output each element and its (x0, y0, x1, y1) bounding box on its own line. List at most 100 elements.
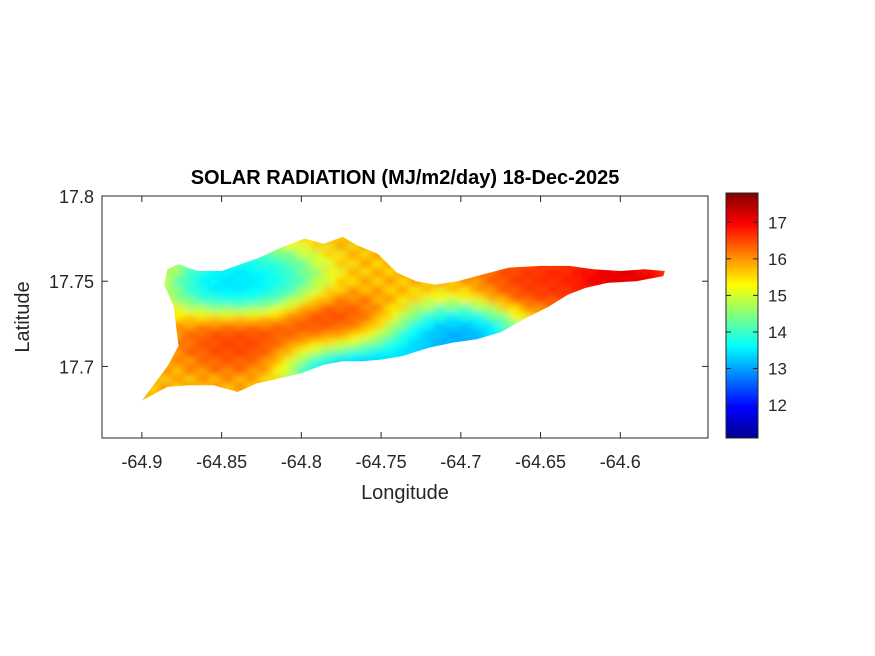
heatmap-cell (612, 262, 619, 269)
heatmap-cell (582, 244, 589, 251)
heatmap-cell (540, 202, 547, 209)
heatmap-cell (474, 382, 481, 389)
heatmap-cell (150, 424, 157, 431)
heatmap-cell (264, 400, 271, 401)
heatmap-cell (618, 196, 625, 203)
heatmap-cell (234, 340, 241, 347)
heatmap-cell (408, 364, 415, 371)
heatmap-cell (522, 322, 529, 329)
heatmap-cell (624, 244, 631, 251)
heatmap-cell (666, 232, 673, 239)
heatmap-cell (498, 292, 505, 299)
heatmap-cell (672, 244, 679, 251)
heatmap-cell (120, 292, 127, 299)
heatmap-cell (582, 256, 589, 263)
heatmap-cell (372, 292, 379, 299)
heatmap-cell (318, 214, 325, 221)
heatmap-cell (468, 352, 475, 359)
heatmap-cell (120, 250, 127, 257)
heatmap-cell (534, 280, 541, 287)
heatmap-cell (648, 226, 655, 233)
heatmap-cell (600, 430, 607, 437)
heatmap-cell (654, 256, 661, 263)
heatmap-cell (636, 220, 643, 227)
heatmap-cell (324, 304, 331, 311)
heatmap-cell (654, 358, 661, 365)
heatmap-cell (528, 328, 535, 335)
heatmap-cell (606, 262, 613, 269)
heatmap-cell (264, 244, 271, 251)
heatmap-cell (582, 430, 589, 437)
heatmap-cell (402, 226, 409, 233)
heatmap-cell (234, 298, 241, 305)
heatmap-cell (672, 406, 679, 413)
heatmap-cell (384, 256, 391, 263)
heatmap-cell (276, 196, 283, 203)
heatmap-cell (312, 236, 319, 239)
heatmap-cell (600, 436, 607, 443)
heatmap-cell (156, 340, 163, 347)
heatmap-cell (312, 250, 319, 257)
heatmap-cell (426, 370, 433, 377)
heatmap-cell (336, 238, 343, 245)
heatmap-cell (294, 436, 301, 443)
heatmap-cell (342, 238, 349, 245)
heatmap-cell (510, 274, 517, 281)
heatmap-cell (324, 238, 331, 245)
heatmap-cell (294, 244, 301, 251)
heatmap-cell (210, 340, 217, 347)
heatmap-cell (222, 316, 229, 323)
heatmap-cell (348, 298, 355, 305)
heatmap-cell (360, 412, 367, 419)
heatmap-cell (210, 376, 217, 383)
heatmap-cell (234, 382, 241, 389)
colorbar (725, 192, 759, 439)
heatmap-cell (276, 364, 283, 371)
heatmap-cell (636, 388, 643, 395)
heatmap-cell (306, 202, 313, 209)
heatmap-cell (588, 388, 595, 395)
heatmap-cell (600, 268, 607, 275)
heatmap-cell (354, 322, 361, 329)
heatmap-cell (342, 262, 349, 269)
heatmap-cell (222, 346, 229, 353)
heatmap-cell (288, 256, 295, 263)
heatmap-cell (108, 376, 115, 383)
heatmap-cell (672, 352, 679, 359)
heatmap-cell (606, 394, 613, 401)
heatmap-cell (372, 208, 379, 215)
heatmap-cell (600, 346, 607, 353)
heatmap-cell (582, 310, 589, 317)
heatmap-cell (690, 208, 697, 215)
heatmap-cell (444, 236, 451, 239)
heatmap-cell (282, 238, 289, 245)
heatmap-cell (618, 274, 625, 281)
heatmap-cell (252, 352, 259, 359)
heatmap-cell (390, 334, 397, 341)
heatmap-cell (636, 256, 643, 263)
heatmap-cell (600, 238, 607, 245)
heatmap-cell (336, 214, 343, 221)
heatmap-cell (288, 286, 295, 293)
heatmap-cell (384, 292, 391, 299)
heatmap-cell (540, 400, 547, 401)
heatmap-cell (672, 310, 679, 317)
heatmap-cell (528, 286, 535, 293)
heatmap-cell (612, 236, 619, 239)
heatmap-cell (144, 388, 151, 395)
heatmap-cell (522, 236, 529, 239)
heatmap-cell (438, 322, 445, 329)
heatmap-cell (606, 364, 613, 371)
heatmap-cell (462, 412, 469, 419)
heatmap-cell (510, 292, 517, 299)
heatmap-cell (660, 236, 665, 239)
heatmap-cell (420, 424, 427, 431)
heatmap-cell (600, 322, 607, 329)
heatmap-cell (498, 226, 505, 233)
heatmap-cell (228, 226, 235, 233)
heatmap-cell (336, 334, 343, 341)
heatmap-cell (324, 280, 331, 287)
heatmap-cell (666, 364, 673, 371)
heatmap-cell (528, 388, 535, 395)
heatmap-cell (630, 280, 637, 287)
